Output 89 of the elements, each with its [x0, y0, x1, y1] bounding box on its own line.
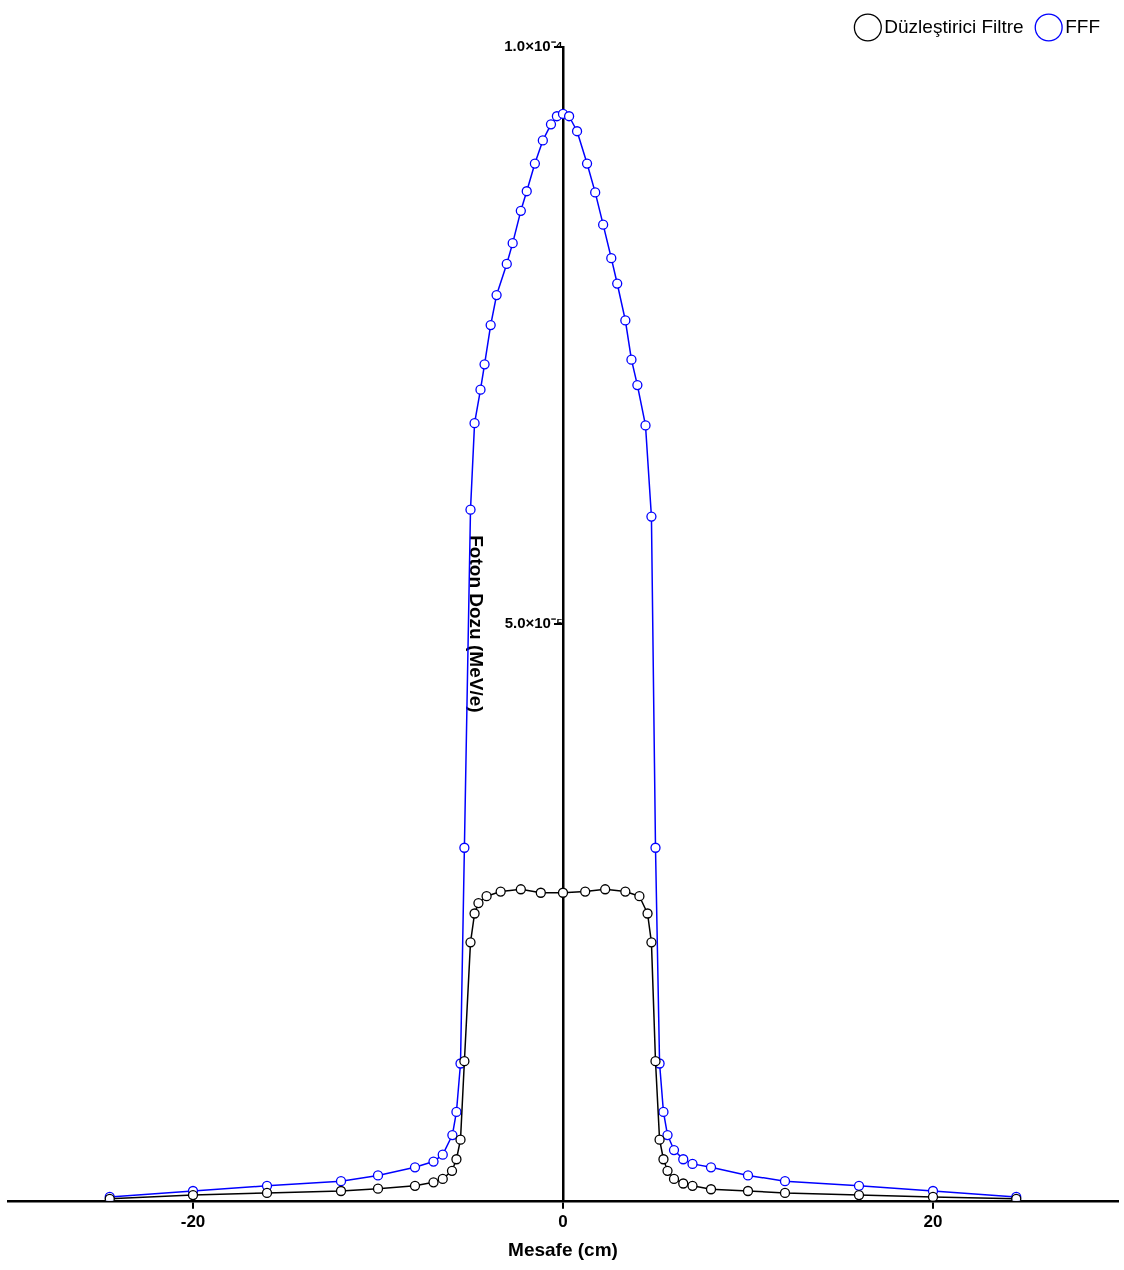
point: [678, 1154, 689, 1165]
point: [678, 1178, 689, 1189]
point: [779, 1187, 791, 1199]
legend-label: Düzleştirici Filtre: [884, 15, 1024, 37]
point: [668, 1144, 680, 1156]
point: [447, 1129, 458, 1141]
point: [662, 1165, 673, 1176]
point: [501, 258, 512, 270]
point: [473, 897, 484, 909]
point: [742, 1170, 754, 1181]
point: [853, 1180, 865, 1191]
point: [469, 908, 480, 919]
point: [557, 887, 569, 898]
point: [437, 1173, 448, 1185]
point: [640, 420, 651, 431]
point: [465, 504, 476, 515]
point: [779, 1176, 791, 1187]
x-tick-label: 20: [923, 1211, 943, 1231]
point: [409, 1180, 421, 1191]
point: [451, 1106, 462, 1118]
point: [409, 1162, 421, 1173]
point: [372, 1183, 384, 1194]
y-tick-label: 1.0×10⁻⁴: [504, 37, 563, 55]
point: [261, 1187, 273, 1199]
point: [632, 379, 643, 391]
y-axis-title: Foton Dozu (MeV/e): [465, 535, 487, 713]
point: [687, 1180, 698, 1191]
point: [485, 319, 496, 331]
point: [634, 891, 645, 902]
point: [658, 1106, 669, 1118]
x-axis-title: Mesafe (cm): [508, 1238, 618, 1260]
point: [650, 842, 661, 853]
x-tick-label: 0: [558, 1211, 568, 1231]
point: [335, 1176, 347, 1187]
point: [451, 1154, 462, 1165]
point: [581, 158, 593, 169]
point: [521, 186, 532, 197]
point: [459, 1056, 470, 1067]
point: [529, 158, 541, 169]
point: [187, 1189, 199, 1201]
point: [853, 1189, 865, 1201]
point: [650, 1056, 661, 1067]
point: [620, 315, 631, 326]
point: [646, 937, 657, 948]
point: [662, 1129, 673, 1141]
point: [598, 219, 609, 230]
point: [335, 1185, 347, 1197]
point: [495, 886, 506, 897]
point: [465, 937, 476, 948]
point: [475, 384, 486, 395]
point: [606, 253, 617, 264]
point: [571, 126, 583, 137]
point: [428, 1177, 439, 1188]
point: [654, 1134, 665, 1145]
point: [590, 187, 601, 198]
point: [687, 1158, 698, 1170]
point: [437, 1149, 448, 1160]
point: [658, 1154, 669, 1165]
point: [927, 1191, 939, 1201]
point: [372, 1170, 384, 1181]
point: [537, 135, 548, 146]
point: [535, 887, 546, 898]
point: [646, 511, 657, 522]
point: [642, 908, 653, 919]
point: [446, 1165, 458, 1176]
point: [612, 278, 623, 289]
point: [668, 1173, 680, 1185]
point: [620, 886, 631, 897]
point: [705, 1184, 717, 1195]
y-tick-label: 5.0×10⁻⁵: [504, 614, 563, 632]
point: [459, 842, 470, 853]
legend-label: FFF: [1065, 15, 1101, 37]
point: [742, 1185, 754, 1197]
point: [515, 205, 526, 216]
point: [469, 417, 480, 429]
point: [580, 886, 591, 897]
point: [507, 238, 518, 249]
point: [455, 1134, 466, 1145]
point: [545, 119, 557, 130]
x-tick-label: -20: [180, 1211, 206, 1231]
point: [600, 884, 611, 895]
point: [481, 891, 492, 902]
point: [626, 354, 637, 365]
point: [515, 884, 526, 895]
point: [428, 1156, 439, 1167]
point: [479, 359, 490, 370]
point: [491, 289, 502, 301]
point: [563, 111, 575, 122]
point: [705, 1162, 717, 1173]
